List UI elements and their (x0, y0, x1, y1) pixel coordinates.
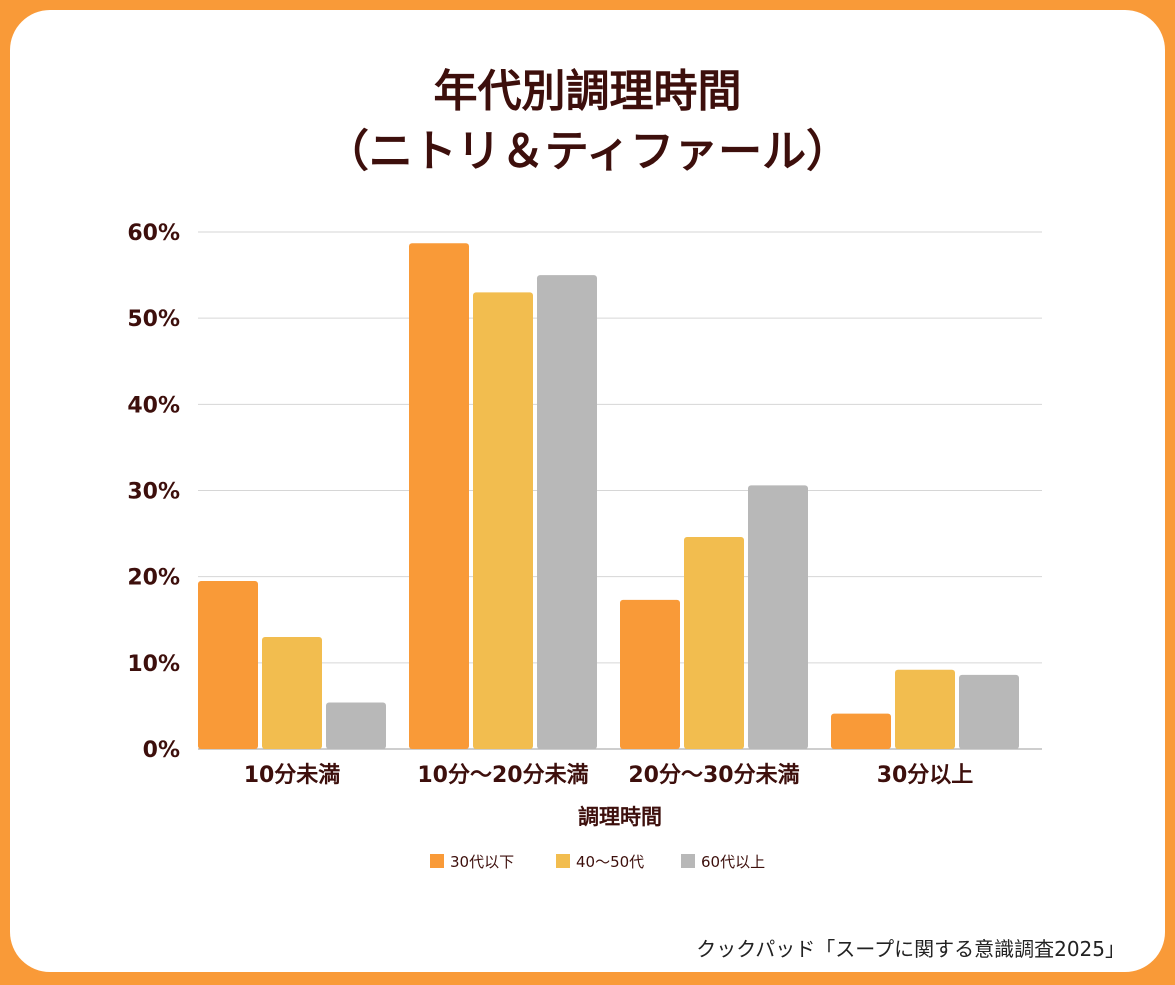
chart-title-line2: （ニトリ＆ティファール） (324, 126, 851, 177)
y-tick-label: 40% (127, 393, 180, 418)
y-tick-label: 30% (127, 480, 180, 505)
y-tick-label: 60% (127, 221, 180, 246)
bar-1 (409, 243, 469, 749)
bar-1 (198, 580, 258, 749)
x-tick-label: 10分〜20分未満 (417, 762, 588, 788)
chart-title-line1: 年代別調理時間 (433, 66, 742, 117)
bar-3 (537, 275, 597, 749)
bar-3 (959, 674, 1019, 749)
bar-2 (684, 537, 744, 749)
legend-swatch (430, 854, 444, 868)
y-tick-label: 10% (127, 652, 180, 677)
x-tick-label: 10分未満 (244, 762, 341, 788)
legend-label: 30代以下 (450, 853, 514, 871)
bar-1 (831, 713, 891, 749)
legend-swatch (681, 854, 695, 868)
x-tick-label: 20分〜30分未満 (628, 762, 799, 788)
legend-label: 60代以上 (701, 853, 765, 871)
bar-2 (473, 292, 533, 749)
bar-1 (620, 599, 680, 749)
legend-label: 40〜50代 (576, 853, 644, 871)
bar-2 (262, 636, 322, 749)
bar-3 (748, 485, 808, 749)
x-axis-title: 調理時間 (578, 805, 662, 829)
legend-swatch (556, 854, 570, 868)
y-tick-label: 50% (127, 307, 180, 332)
bar-3 (326, 702, 386, 749)
chart-title: 年代別調理時間 （ニトリ＆ティファール） (0, 62, 1175, 182)
y-tick-label: 0% (143, 738, 180, 763)
y-tick-label: 20% (127, 566, 180, 591)
x-tick-label: 30分以上 (877, 763, 974, 788)
bar-2 (895, 669, 955, 749)
source-note: クックパッド「スープに関する意識調査2025」 (696, 937, 1125, 961)
